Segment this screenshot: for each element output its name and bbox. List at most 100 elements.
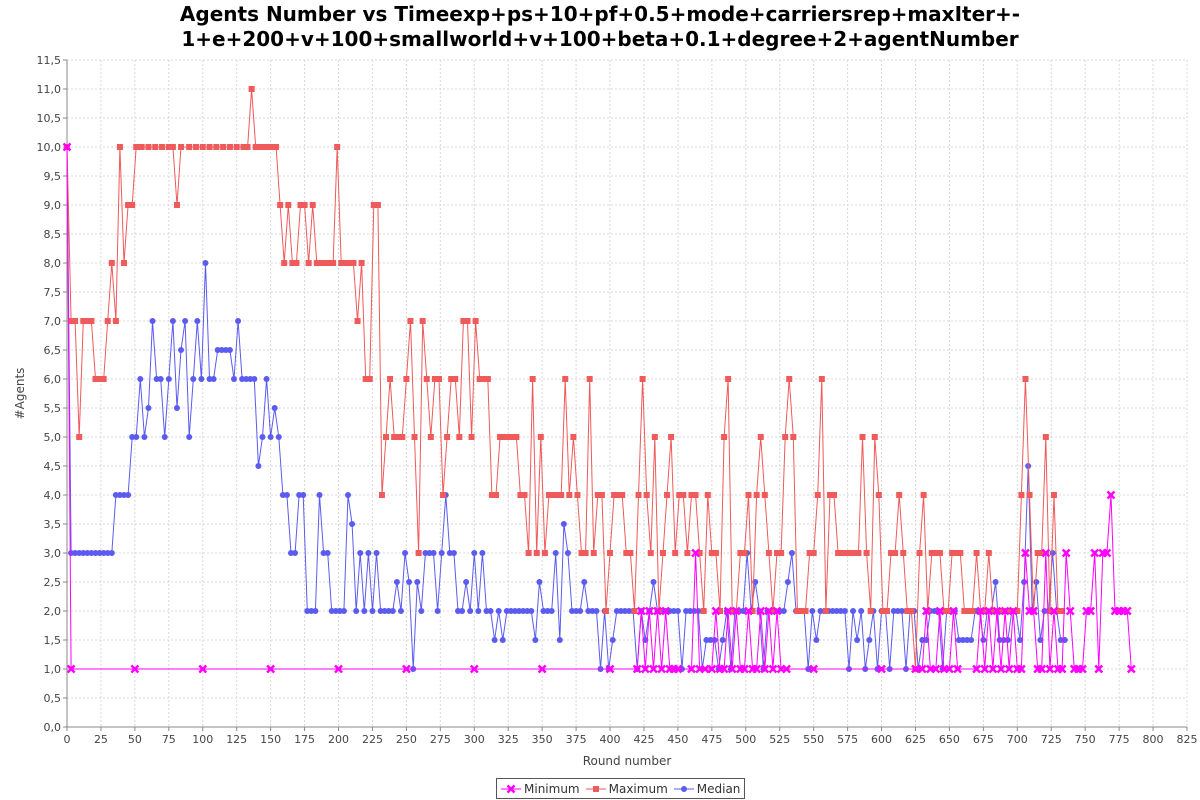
x-tick-label: 275 — [430, 733, 451, 746]
data-point-maximum — [570, 434, 577, 440]
data-point-maximum — [281, 260, 288, 266]
legend-item-maximum: Maximum — [585, 782, 668, 796]
x-tick-label: 300 — [464, 733, 485, 746]
y-tick-label: 4,5 — [44, 460, 62, 473]
data-point-maximum — [1022, 376, 1029, 382]
data-point-maximum — [729, 608, 736, 614]
data-point-maximum — [92, 376, 99, 382]
data-point-minimum — [1102, 548, 1112, 558]
data-point-maximum — [839, 550, 846, 556]
data-point-minimum — [1086, 606, 1095, 616]
data-point-maximum — [566, 492, 573, 498]
x-tick-label: 600 — [871, 733, 892, 746]
data-point-maximum — [112, 318, 119, 324]
data-point-minimum — [809, 664, 819, 674]
marker-stroke — [1041, 548, 1051, 558]
x-tick-label: 175 — [294, 733, 315, 746]
data-point-median — [190, 376, 197, 382]
marker-stroke — [980, 664, 990, 674]
marker-stroke — [1094, 664, 1104, 674]
data-point-median — [361, 608, 368, 614]
data-point-median — [711, 637, 718, 643]
data-point-maximum — [664, 492, 671, 498]
data-point-median — [463, 579, 470, 585]
data-point-maximum — [84, 318, 91, 324]
data-point-minimum — [1106, 490, 1116, 500]
data-point-maximum — [708, 550, 715, 556]
data-point-minimum — [768, 664, 778, 674]
data-point-maximum — [692, 492, 699, 498]
data-point-maximum — [444, 434, 451, 440]
data-point-maximum — [305, 260, 312, 266]
marker-stroke — [1061, 548, 1071, 558]
data-point-maximum — [867, 608, 874, 614]
y-tick-label: 6,0 — [44, 373, 62, 386]
data-point-median — [487, 608, 494, 614]
data-point-maximum — [472, 318, 479, 324]
data-point-minimum — [1008, 606, 1018, 616]
data-point-maximum — [761, 492, 768, 498]
data-point-maximum — [802, 608, 809, 614]
marker-stroke — [636, 606, 646, 616]
data-point-maximum — [904, 608, 911, 614]
marker-stroke — [640, 664, 650, 674]
data-point-median — [210, 376, 217, 382]
marker-stroke — [645, 606, 654, 616]
data-point-maximum — [313, 260, 320, 266]
data-point-median — [471, 550, 478, 556]
data-point-maximum — [252, 144, 259, 150]
data-point-median — [194, 318, 201, 324]
data-point-maximum — [973, 550, 980, 556]
data-point-maximum — [578, 550, 585, 556]
data-point-median — [182, 318, 189, 324]
x-tick-label: 375 — [566, 733, 587, 746]
data-point-maximum — [668, 434, 675, 440]
x-tick-label: 750 — [1075, 733, 1096, 746]
marker-stroke — [984, 606, 994, 616]
data-point-maximum — [342, 260, 349, 266]
marker-stroke — [945, 664, 954, 674]
data-point-maximum — [121, 260, 128, 266]
data-point-maximum — [537, 434, 544, 440]
marker-stroke — [972, 664, 981, 674]
data-point-minimum — [198, 664, 208, 674]
data-point-median — [980, 637, 987, 643]
x-tick-label: 150 — [260, 733, 281, 746]
data-point-maximum — [129, 202, 136, 208]
data-point-maximum — [293, 260, 300, 266]
y-tick-label: 5,0 — [44, 431, 62, 444]
x-tick-label: 825 — [1177, 733, 1198, 746]
data-point-median — [1033, 579, 1040, 585]
data-point-maximum — [835, 550, 842, 556]
data-point-maximum — [741, 550, 748, 556]
data-point-median — [267, 434, 274, 440]
data-point-maximum — [627, 550, 634, 556]
marker-stroke — [1021, 548, 1030, 558]
data-point-median — [719, 637, 726, 643]
data-point-minimum — [537, 664, 547, 674]
data-point-maximum — [1014, 608, 1021, 614]
data-point-maximum — [704, 492, 711, 498]
y-tick-label: 7,0 — [44, 315, 62, 328]
data-point-median — [275, 434, 282, 440]
data-point-maximum — [362, 376, 369, 382]
x-tick-label: 225 — [362, 733, 383, 746]
data-point-maximum — [492, 492, 499, 498]
data-point-maximum — [541, 550, 548, 556]
data-point-maximum — [309, 202, 316, 208]
plot-background — [67, 60, 1187, 727]
data-point-median — [992, 579, 999, 585]
data-point-median — [695, 608, 702, 614]
marker-stroke — [66, 664, 76, 674]
data-point-maximum — [725, 376, 732, 382]
x-tick-label: 450 — [667, 733, 688, 746]
data-point-median — [137, 376, 144, 382]
data-point-maximum — [387, 376, 394, 382]
data-point-minimum — [1037, 664, 1047, 674]
data-point-maximum — [403, 376, 410, 382]
y-tick-label: 3,0 — [44, 547, 62, 560]
data-point-maximum — [794, 608, 801, 614]
x-tick-label: 50 — [128, 733, 142, 746]
data-point-maximum — [509, 434, 516, 440]
